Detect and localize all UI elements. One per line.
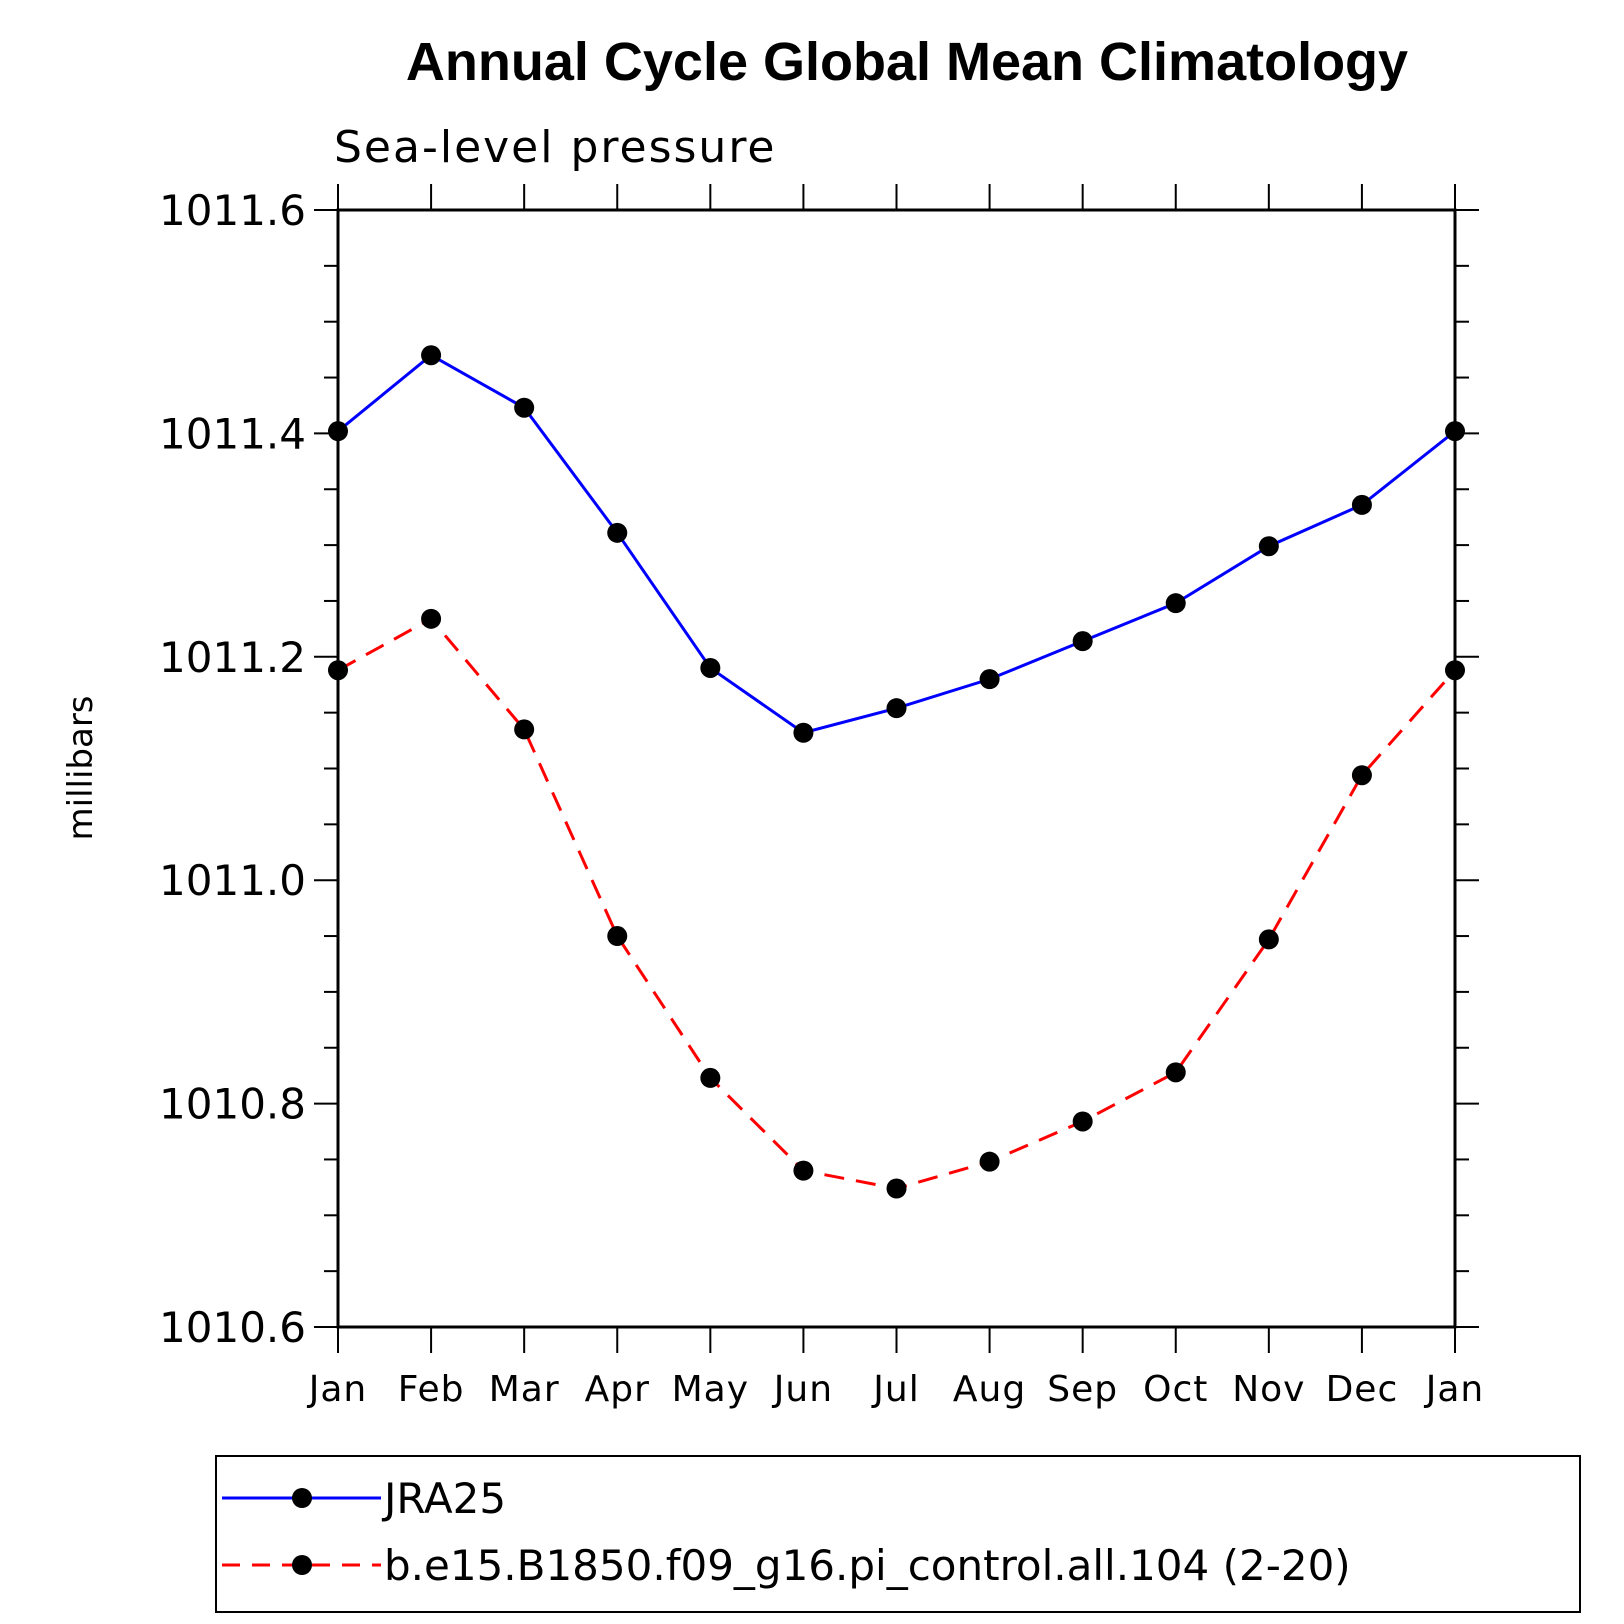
y-tick-label: 1011.2 xyxy=(159,633,306,682)
series-1-point xyxy=(514,719,535,740)
chart-title: Annual Cycle Global Mean Climatology xyxy=(406,32,1408,92)
series-1-point xyxy=(1351,765,1372,786)
series-1-point xyxy=(700,1067,721,1088)
series-1-point xyxy=(979,1151,1000,1172)
series-1-point xyxy=(1445,660,1465,681)
x-axis-ticks: Jan Feb Mar Apr May Jun Jul Aug Sep Oct Nov Dec Jan xyxy=(307,184,1485,1410)
plot-frame xyxy=(336,208,1457,1329)
y-axis-label-group: millibars xyxy=(61,695,101,840)
series-0-point xyxy=(979,669,1000,690)
series-line-0 xyxy=(337,353,1456,735)
x-tick-label: Mar xyxy=(489,1369,560,1410)
x-tick-label: Aug xyxy=(953,1369,1026,1410)
series-0-point xyxy=(607,522,628,543)
series-0-point xyxy=(328,421,348,442)
x-tick-label: Sep xyxy=(1047,1369,1118,1410)
y-tick-label: 1011.0 xyxy=(159,856,306,905)
y-tick-label: 1011.4 xyxy=(159,409,306,458)
y-tick-label: 1010.6 xyxy=(159,1303,306,1352)
y-axis-label: millibars xyxy=(61,695,101,840)
x-tick-label: Feb xyxy=(398,1369,465,1410)
x-tick-label: Jan xyxy=(307,1369,368,1410)
series-0-point xyxy=(421,345,442,366)
legend-label-jra25: JRA25 xyxy=(381,1474,506,1523)
series-0-point xyxy=(700,657,721,678)
x-tick-label: Oct xyxy=(1143,1369,1208,1410)
series-1-point xyxy=(1258,929,1279,950)
series-1-point xyxy=(328,660,348,681)
series-1-point xyxy=(1072,1111,1093,1132)
series-0-point xyxy=(793,722,814,743)
series-0-point xyxy=(1258,536,1279,557)
series-1-point xyxy=(886,1178,907,1199)
x-tick-label: Jun xyxy=(772,1369,833,1410)
x-tick-label: Nov xyxy=(1232,1369,1305,1410)
series-1-point xyxy=(793,1160,814,1181)
legend-marker-jra25 xyxy=(292,1488,312,1508)
y-tick-label: 1011.6 xyxy=(159,186,306,235)
series-1-point xyxy=(421,608,442,629)
series-0-point xyxy=(1351,494,1372,515)
legend-box xyxy=(215,1455,1581,1613)
series-0-point xyxy=(886,698,907,719)
x-tick-label: Jul xyxy=(871,1369,919,1410)
chart-subtitle: Sea-level pressure xyxy=(334,122,777,173)
series-1-point xyxy=(607,926,628,947)
series-layer xyxy=(328,345,1465,1199)
legend: JRA25 b.e15.B1850.f09_g16.pi_control.all… xyxy=(215,1455,1581,1613)
legend-label-model: b.e15.B1850.f09_g16.pi_control.all.104 (… xyxy=(384,1541,1351,1590)
x-tick-label: Dec xyxy=(1326,1369,1399,1410)
legend-marker-model xyxy=(292,1555,312,1575)
x-tick-label: Apr xyxy=(585,1369,650,1410)
series-1-point xyxy=(1165,1062,1186,1083)
y-tick-label: 1010.8 xyxy=(159,1080,306,1129)
series-0-point xyxy=(1445,421,1465,442)
x-tick-label: May xyxy=(672,1369,749,1410)
x-tick-label: Jan xyxy=(1424,1369,1485,1410)
series-0-point xyxy=(1072,631,1093,652)
series-0-point xyxy=(514,397,535,418)
series-0-point xyxy=(1165,593,1186,614)
y-axis-ticks: 1010.6 1010.8 1011.0 1011.2 1011.4 1011.6 xyxy=(159,186,1479,1352)
